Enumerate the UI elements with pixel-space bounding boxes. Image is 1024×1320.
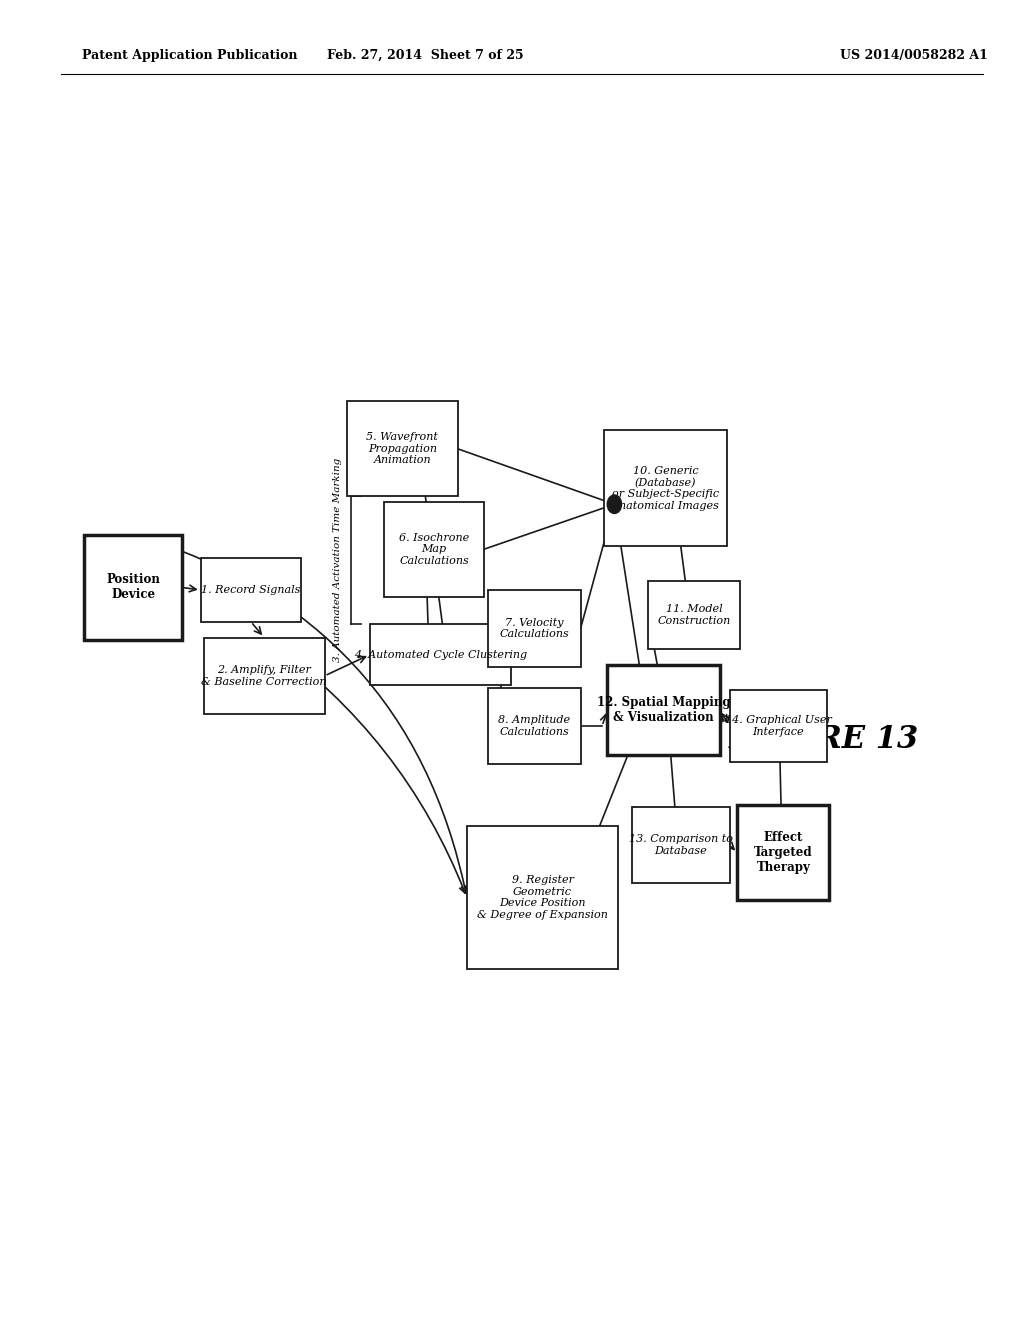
FancyBboxPatch shape — [604, 430, 727, 546]
Text: 8. Amplitude
Calculations: 8. Amplitude Calculations — [499, 715, 570, 737]
Text: 12. Spatial Mapping
& Visualization: 12. Spatial Mapping & Visualization — [597, 696, 730, 725]
FancyBboxPatch shape — [370, 624, 511, 685]
FancyBboxPatch shape — [488, 688, 581, 764]
Text: 4. Automated Cycle Clustering: 4. Automated Cycle Clustering — [353, 649, 527, 660]
Text: 7. Velocity
Calculations: 7. Velocity Calculations — [500, 618, 569, 639]
FancyBboxPatch shape — [648, 581, 740, 649]
Text: 6. Isochrone
Map
Calculations: 6. Isochrone Map Calculations — [399, 532, 469, 566]
FancyBboxPatch shape — [204, 638, 325, 714]
FancyBboxPatch shape — [384, 502, 484, 597]
Text: 2. Amplify, Filter
& Baseline Correction: 2. Amplify, Filter & Baseline Correction — [202, 665, 327, 686]
Text: FIGURE 13: FIGURE 13 — [729, 723, 920, 755]
Text: 9. Register
Geometric
Device Position
& Degree of Expansion: 9. Register Geometric Device Position & … — [477, 875, 608, 920]
Text: Feb. 27, 2014  Sheet 7 of 25: Feb. 27, 2014 Sheet 7 of 25 — [327, 49, 523, 62]
Text: 14. Graphical User
Interface: 14. Graphical User Interface — [725, 715, 831, 737]
Circle shape — [607, 495, 622, 513]
Text: Effect
Targeted
Therapy: Effect Targeted Therapy — [754, 832, 813, 874]
Text: Position
Device: Position Device — [106, 573, 160, 602]
FancyBboxPatch shape — [737, 805, 829, 900]
Text: 10. Generic
(Database)
or Subject-Specific
Anatomical Images: 10. Generic (Database) or Subject-Specif… — [611, 466, 720, 511]
Text: Patent Application Publication: Patent Application Publication — [82, 49, 297, 62]
FancyBboxPatch shape — [467, 826, 618, 969]
Text: US 2014/0058282 A1: US 2014/0058282 A1 — [840, 49, 987, 62]
FancyBboxPatch shape — [633, 807, 729, 883]
FancyBboxPatch shape — [488, 590, 581, 667]
FancyBboxPatch shape — [607, 665, 720, 755]
FancyBboxPatch shape — [729, 689, 827, 763]
FancyBboxPatch shape — [347, 401, 458, 496]
Text: 11. Model
Construction: 11. Model Construction — [657, 605, 731, 626]
FancyBboxPatch shape — [201, 558, 301, 622]
FancyBboxPatch shape — [84, 535, 182, 640]
Text: 5. Wavefront
Propagation
Animation: 5. Wavefront Propagation Animation — [367, 432, 438, 466]
Text: 13. Comparison to
Database: 13. Comparison to Database — [629, 834, 733, 855]
Text: 3. Automated Activation Time Marking: 3. Automated Activation Time Marking — [334, 458, 342, 663]
Text: 1. Record Signals: 1. Record Signals — [201, 585, 301, 595]
